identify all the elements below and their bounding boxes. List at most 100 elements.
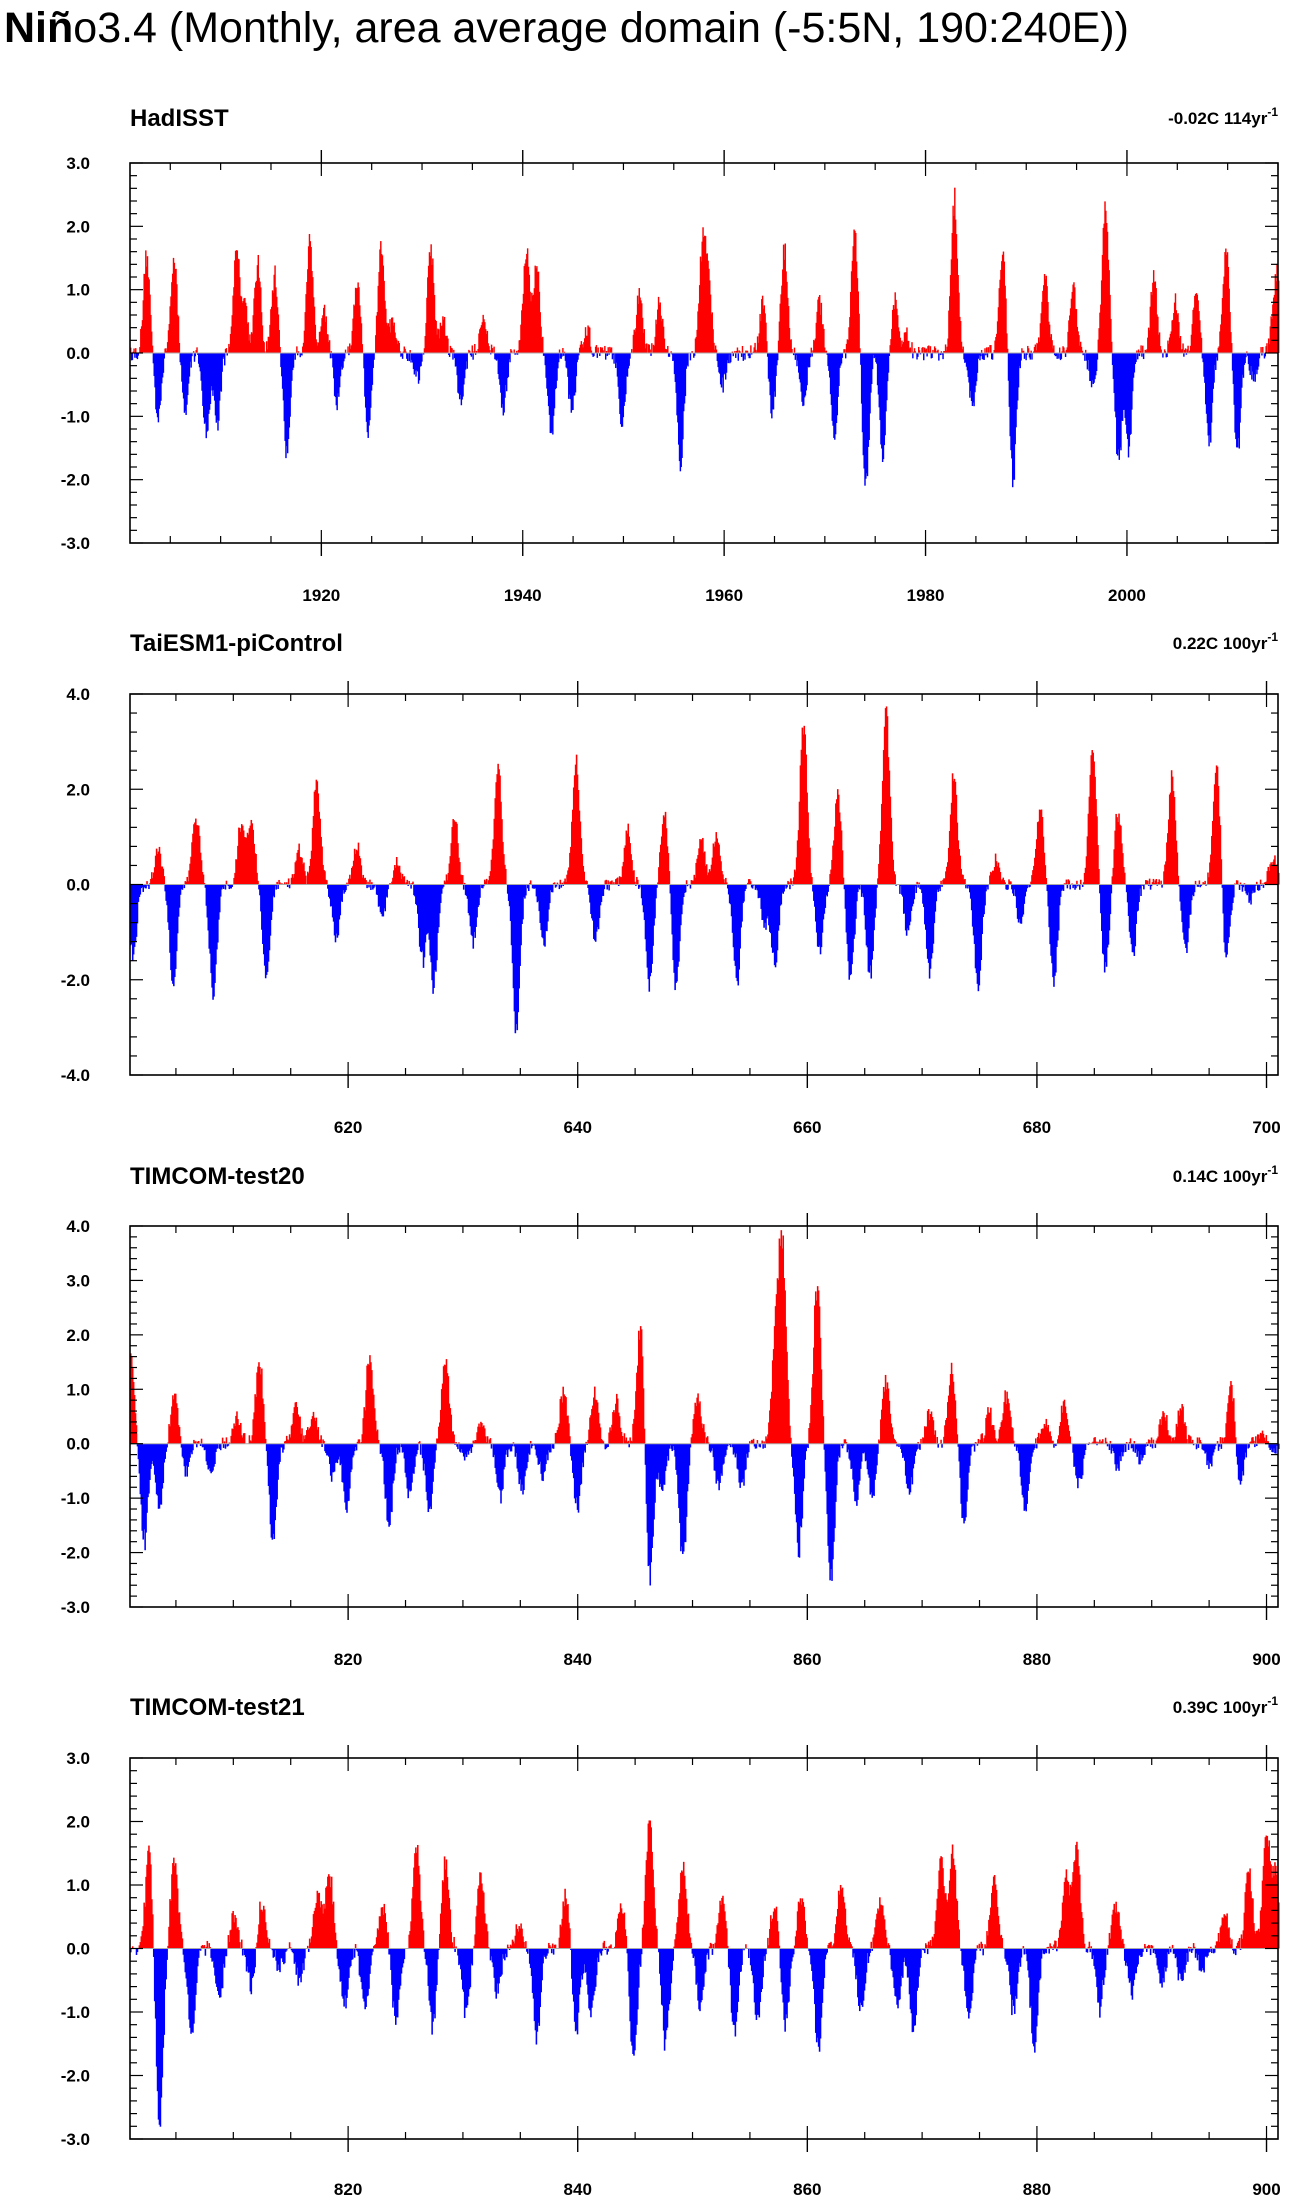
- negative-bar: [359, 1948, 362, 1977]
- positive-bar: [767, 1937, 769, 1949]
- positive-bar: [1037, 1432, 1040, 1444]
- positive-bar: [360, 1442, 363, 1444]
- positive-bar: [878, 1910, 880, 1949]
- negative-bar: [1184, 884, 1186, 944]
- positive-bar: [387, 1932, 389, 1949]
- positive-bar: [1059, 1422, 1062, 1444]
- negative-bar: [1052, 884, 1054, 978]
- negative-bar: [276, 1948, 278, 1971]
- negative-bar: [911, 1948, 914, 2033]
- negative-bar: [462, 1443, 465, 1457]
- negative-bar: [325, 1443, 327, 1454]
- negative-bar: [1244, 884, 1247, 891]
- negative-bar: [782, 884, 785, 894]
- negative-bar: [155, 353, 157, 410]
- positive-bar: [409, 883, 411, 885]
- positive-bar: [435, 320, 437, 353]
- negative-bar: [918, 1443, 920, 1449]
- negative-bar: [401, 1443, 404, 1453]
- positive-bar: [927, 1409, 930, 1444]
- negative-bar: [855, 1443, 857, 1502]
- positive-bar: [1178, 1415, 1181, 1444]
- negative-bar: [758, 884, 761, 898]
- positive-bar: [455, 821, 457, 885]
- positive-bar: [304, 312, 306, 353]
- negative-bar: [650, 353, 652, 356]
- negative-bar: [499, 353, 501, 385]
- positive-bar: [158, 846, 161, 885]
- negative-bar: [160, 1948, 163, 2098]
- negative-bar: [572, 1443, 575, 1479]
- negative-bar: [1053, 884, 1055, 987]
- positive-bar: [591, 1409, 593, 1444]
- negative-bar: [455, 353, 458, 367]
- negative-bar: [134, 353, 136, 358]
- positive-bar: [344, 349, 347, 353]
- negative-bar: [671, 353, 673, 355]
- positive-bar: [238, 1930, 240, 1949]
- negative-bar: [1124, 1443, 1127, 1452]
- positive-bar: [444, 882, 447, 885]
- y-tick-label: -3.0: [61, 534, 90, 553]
- positive-bar: [1048, 1432, 1050, 1444]
- negative-bar: [1134, 353, 1136, 365]
- positive-bar: [241, 825, 244, 885]
- negative-bar: [417, 1443, 419, 1451]
- negative-bar: [436, 884, 438, 961]
- positive-bar: [528, 274, 531, 353]
- positive-bar: [1191, 324, 1193, 353]
- negative-bar: [139, 884, 142, 895]
- negative-bar: [481, 884, 483, 889]
- negative-bar: [540, 1948, 542, 1993]
- negative-bar: [1240, 1443, 1243, 1482]
- negative-bar: [593, 1948, 595, 1996]
- positive-bar: [255, 854, 257, 885]
- negative-bar: [659, 1443, 662, 1484]
- negative-bar: [440, 884, 443, 894]
- negative-bar: [215, 353, 218, 423]
- positive-bar: [1087, 1946, 1090, 1949]
- positive-bar: [1063, 883, 1066, 885]
- negative-bar: [1185, 884, 1187, 948]
- negative-bar: [805, 1443, 807, 1452]
- positive-bar: [621, 1436, 624, 1444]
- negative-bar: [735, 1948, 738, 2022]
- positive-bar: [900, 346, 902, 353]
- negative-bar: [372, 1948, 374, 1952]
- negative-bar: [1200, 884, 1203, 886]
- positive-bar: [585, 335, 588, 353]
- positive-bar: [480, 1421, 482, 1444]
- positive-bar: [657, 296, 660, 353]
- positive-bar: [481, 322, 484, 353]
- positive-bar: [890, 817, 893, 885]
- negative-bar: [1232, 353, 1235, 385]
- positive-bar: [373, 1408, 376, 1444]
- negative-bar: [732, 353, 734, 357]
- positive-bar: [526, 248, 529, 353]
- positive-bar: [264, 1922, 267, 1949]
- negative-bar: [764, 884, 766, 923]
- positive-bar: [176, 314, 179, 353]
- positive-bar: [848, 1937, 851, 1949]
- positive-bar: [949, 814, 952, 885]
- positive-bar: [317, 793, 320, 885]
- positive-bar: [308, 234, 311, 353]
- negative-bar: [719, 353, 722, 385]
- positive-bar: [622, 861, 625, 885]
- negative-bar: [761, 884, 763, 920]
- positive-bar: [880, 830, 882, 885]
- positive-bar: [845, 1442, 848, 1444]
- positive-bar: [692, 1419, 695, 1444]
- positive-bar: [777, 1931, 780, 1949]
- negative-bar: [1110, 884, 1113, 894]
- positive-bar: [1033, 865, 1035, 885]
- positive-bar: [268, 336, 270, 353]
- positive-bar: [995, 861, 998, 885]
- positive-bar: [984, 1435, 986, 1444]
- negative-bar: [904, 1443, 907, 1476]
- negative-bar: [1101, 1948, 1103, 2000]
- negative-bar: [208, 1443, 211, 1469]
- positive-bar: [1076, 880, 1078, 885]
- positive-bar: [1175, 310, 1178, 353]
- positive-bar: [1262, 346, 1264, 353]
